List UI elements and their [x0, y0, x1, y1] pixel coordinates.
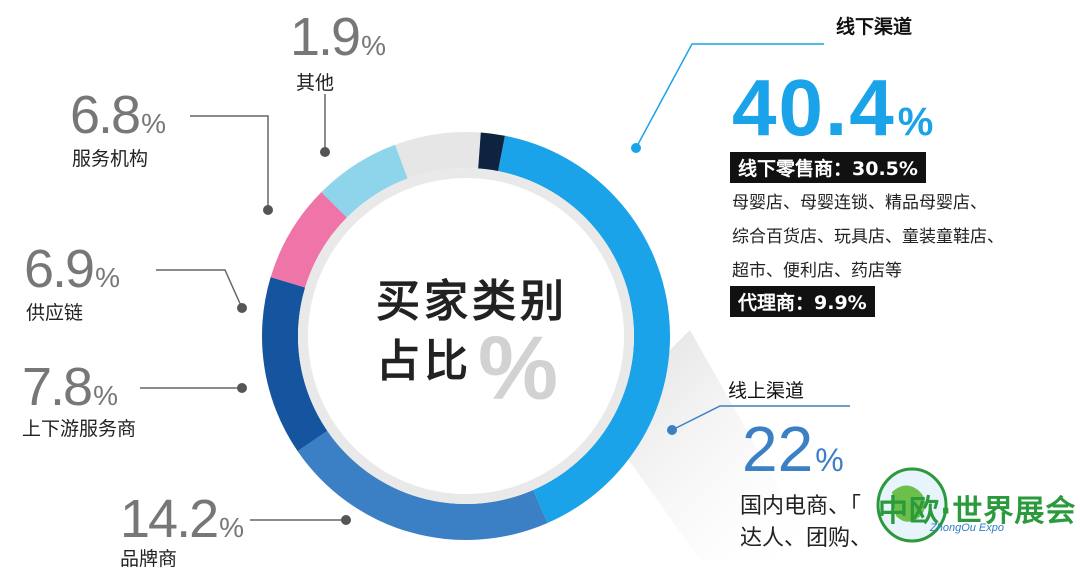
- center-title: 买家类别 占比: [376, 272, 568, 392]
- online-value: 22: [742, 413, 814, 485]
- logo-globe-land: [892, 485, 926, 522]
- leader-supply: [156, 269, 243, 309]
- leader-dot-updown: [237, 383, 247, 393]
- slice-3: [270, 192, 347, 288]
- online-symbol: %: [815, 442, 844, 478]
- offline-agent-label: 代理商：9.9%: [730, 286, 875, 317]
- leader-dot-supply: [237, 303, 247, 313]
- leader-online: [671, 405, 850, 431]
- offline-value: 40.4: [732, 63, 896, 152]
- updown-value: 7.8: [22, 357, 93, 417]
- donut-center: [308, 178, 624, 494]
- label-brand-percent: 14.2%: [120, 488, 244, 550]
- offline-percent: 40.4%: [732, 62, 933, 154]
- leader-dot-offline: [631, 143, 641, 153]
- label-supply-percent: 6.9%: [24, 238, 120, 300]
- offline-symbol: %: [897, 100, 934, 144]
- label-updown-name: 上下游服务商: [22, 418, 137, 440]
- online-title: 线上渠道: [728, 380, 805, 402]
- label-brand-name: 品牌商: [120, 548, 178, 570]
- brand-symbol: %: [219, 512, 245, 543]
- supply-symbol: %: [95, 262, 120, 293]
- label-service-percent: 6.8%: [70, 84, 166, 146]
- offline-retail-line-2: 综合百货店、玩具店、童装童鞋店、: [732, 227, 1004, 247]
- service-value: 6.8: [70, 85, 141, 145]
- online-line-1: 国内电商、「: [740, 494, 862, 519]
- offline-retail-label: 线下零售商：30.5%: [730, 152, 926, 183]
- offline-retail-line-1: 母婴店、母婴连锁、精品母婴店、: [732, 193, 987, 213]
- center-title-line2: 占比: [376, 336, 472, 387]
- label-updown-percent: 7.8%: [22, 356, 118, 418]
- label-other-name: 其他: [296, 72, 335, 94]
- logo-subtext: ZhongOu Expo: [930, 522, 1004, 534]
- online-percent: 22%: [742, 412, 844, 486]
- label-supply-name: 供应链: [26, 302, 84, 324]
- slice-2: [262, 277, 328, 452]
- leader-dot-brand: [341, 515, 351, 525]
- slice-1: [297, 430, 548, 541]
- logo-text: 中欧·世界展会: [878, 494, 1077, 529]
- offline-title: 线下渠道: [836, 16, 913, 38]
- slice-5: [395, 131, 481, 179]
- other-value: 1.9: [290, 7, 361, 67]
- leader-offline: [635, 43, 824, 149]
- center-title-line1: 买家类别: [376, 276, 568, 327]
- slice-6: [478, 132, 505, 172]
- updown-symbol: %: [93, 380, 118, 411]
- label-service-name: 服务机构: [72, 148, 149, 170]
- supply-value: 6.9: [24, 239, 95, 299]
- offline-retail-line-3: 超市、便利店、药店等: [732, 261, 902, 281]
- slice-4: [321, 144, 408, 218]
- other-symbol: %: [361, 30, 386, 61]
- leader-dot-online: [667, 425, 677, 435]
- brand-value: 14.2: [120, 489, 219, 549]
- center-percent-symbol: %: [478, 319, 559, 419]
- slice-0: [498, 135, 671, 523]
- leader-dot-other: [320, 147, 330, 157]
- online-line-2: 达人、团购、: [740, 526, 873, 551]
- label-other-percent: 1.9%: [290, 6, 386, 68]
- leader-dot-service: [263, 205, 273, 215]
- service-symbol: %: [141, 108, 166, 139]
- leader-service: [190, 115, 269, 210]
